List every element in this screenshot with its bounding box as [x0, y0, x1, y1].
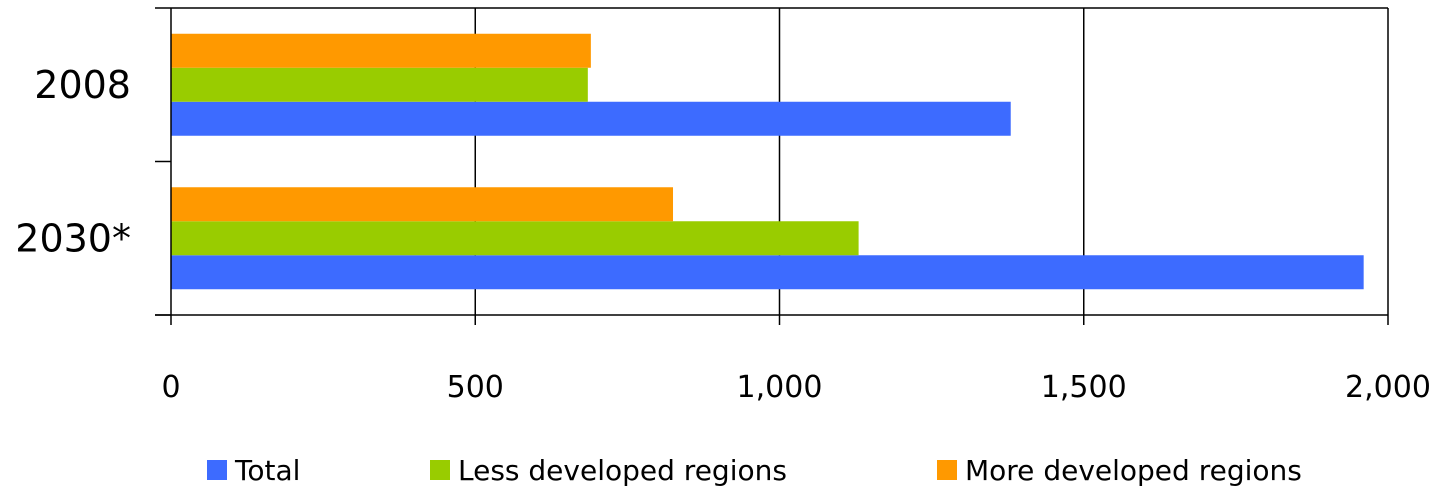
legend-item-more-developed: More developed regions	[937, 452, 1302, 488]
bar-2008-less-developed-regions	[171, 67, 588, 102]
x-tick-label-3: 1,500	[1041, 370, 1127, 405]
x-tick-label-2: 1,000	[737, 370, 823, 405]
x-tick-label-0: 0	[161, 370, 180, 405]
bar-2030-more-developed-regions	[171, 187, 674, 222]
legend-item-total: Total	[207, 452, 300, 488]
chart-legend: Total Less developed regions More develo…	[0, 452, 1441, 488]
legend-item-less-developed: Less developed regions	[430, 452, 787, 488]
y-tick-label-0: 2008	[34, 63, 131, 107]
chart-plot: 2008 2030* 0 500 1,000 1,500 2,000	[15, 7, 1431, 405]
legend-label-more-developed: More developed regions	[965, 453, 1302, 487]
legend-swatch-total	[207, 460, 227, 480]
bar-2008-more-developed-regions	[171, 33, 591, 68]
y-tick-label-1: 2030*	[15, 216, 131, 260]
legend-label-total: Total	[235, 453, 301, 487]
x-tick-label-4: 2,000	[1345, 370, 1431, 405]
legend-swatch-less-developed	[430, 460, 450, 480]
bar-2030-less-developed-regions	[171, 221, 859, 256]
bar-2030-total	[171, 255, 1364, 290]
legend-swatch-more-developed	[937, 460, 957, 480]
legend-label-less-developed: Less developed regions	[458, 453, 787, 487]
bar-2008-total	[171, 101, 1011, 136]
x-tick-label-1: 500	[447, 370, 504, 405]
